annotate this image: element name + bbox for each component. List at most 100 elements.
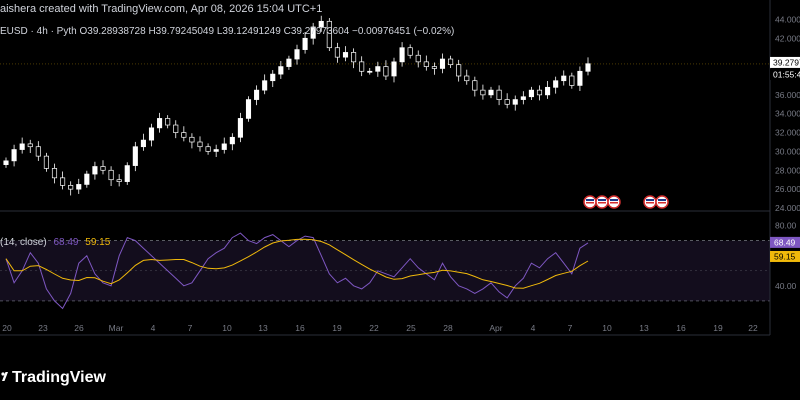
header-credit: aishera created with TradingView.com, Ap… [0,3,323,15]
candle-body [399,47,405,63]
chart-header: aishera created with TradingView.com, Ap… [0,0,800,18]
symbol-label[interactable]: EUSD · 4h · Pyth [0,26,77,37]
price-tick-label: 24.0000 [775,203,800,213]
candle-body [504,99,510,105]
candle-body [415,54,421,63]
candle-body [448,58,454,66]
price-tick-label: 44.0000 [775,14,800,24]
price-tick-label: 30.0000 [775,146,800,156]
candle-body [294,49,300,60]
time-tick-label: 4 [531,323,536,333]
candle-body [561,75,567,82]
tradingview-logo[interactable]: TradingView [0,369,106,387]
rsi-value-label: 68.49 [774,237,796,247]
countdown-label: 01:55:4 [773,69,800,79]
time-tick-label: 10 [602,323,612,333]
rsi-tick-label: 40.00 [775,281,797,291]
candle-body [375,66,381,72]
candle-body [197,141,203,148]
candle-body [310,26,316,39]
candle-body [148,127,155,141]
rsi-pane [0,232,770,310]
candle-body [11,149,17,162]
candle-body [528,89,534,98]
chart-svg[interactable]: 44.000042.000038.000036.000034.000032.00… [0,0,800,352]
price-pane [0,15,770,209]
candle-body [189,136,195,143]
candle-body [334,47,340,58]
candle-body [132,146,138,166]
candle-body [124,165,130,182]
ohlc-legend: EUSD · 4h · Pyth O39.28938728 H39.792450… [0,26,454,37]
candle-body [472,80,478,91]
time-tick-label: 13 [639,323,649,333]
time-tick-label: 16 [676,323,686,333]
candle-body [464,75,470,82]
candle-body [237,118,243,138]
candle-body [43,155,49,169]
event-flag-icon [595,195,609,209]
flag-stripe [598,199,606,201]
time-tick-label: 22 [369,323,379,333]
candle-body [326,20,332,49]
time-tick-label: 10 [222,323,232,333]
candle-body [108,169,114,181]
candle-body [342,52,349,58]
candle-body [488,89,494,96]
rsi-legend[interactable]: (14, close) 68.49 59.15 [0,237,110,248]
candle-body [173,124,179,133]
chart-area[interactable]: 44.000042.000038.000036.000034.000032.00… [0,0,800,372]
flag-stripe [658,202,666,204]
candle-body [116,179,122,182]
rsi-ma-line [5,238,589,289]
flag-stripe [646,202,654,204]
price-tick-label: 36.0000 [775,90,800,100]
candle-body [3,160,9,165]
candle-body [536,89,543,96]
price-tick-label: 26.0000 [775,184,800,194]
candle-body [407,47,413,56]
candle-body [520,96,526,100]
candle-body [456,64,462,77]
candle-body [585,63,591,72]
candle-body [205,146,211,152]
candle-body [383,66,389,77]
rsi-ma-label: 59.15 [774,251,796,261]
time-tick-label: 22 [748,323,758,333]
time-tick-label: 4 [151,323,156,333]
candle-body [286,58,292,67]
candle-body [391,61,397,77]
candle-body [278,66,284,75]
event-flag-icon [643,195,657,209]
footer [0,362,800,400]
axes: 44.000042.000038.000036.000034.000032.00… [0,0,800,336]
time-tick-label: 26 [74,323,84,333]
tv-mark-icon [1,372,8,381]
rsi-ma-value: 59.15 [85,237,111,248]
candle-body [270,73,276,82]
event-flag-icon [607,195,621,209]
candle-body [480,89,486,96]
candle-body [254,89,260,100]
candle-body [60,177,66,186]
candle-body [181,132,187,138]
candle-body [545,86,551,96]
candle-body [229,136,235,145]
price-tick-label: 28.0000 [775,165,800,175]
open-value: O39.28938728 [79,26,146,37]
time-tick-label: Apr [489,323,502,333]
candle-body [100,166,106,171]
flag-stripe [586,202,594,204]
rsi-tick-label: 80.00 [775,221,797,231]
tradingview-logo-icon [0,369,8,381]
candle-body [84,173,90,185]
rsi-ma-box [770,250,800,262]
flag-stripe [646,199,654,201]
candle-body [318,20,324,28]
time-tick-label: Mar [109,323,124,333]
logo-text: TradingView [12,369,106,386]
time-tick-label: 13 [258,323,268,333]
candle-body [92,166,98,175]
candle-body [302,37,308,50]
time-tick-label: 19 [332,323,342,333]
